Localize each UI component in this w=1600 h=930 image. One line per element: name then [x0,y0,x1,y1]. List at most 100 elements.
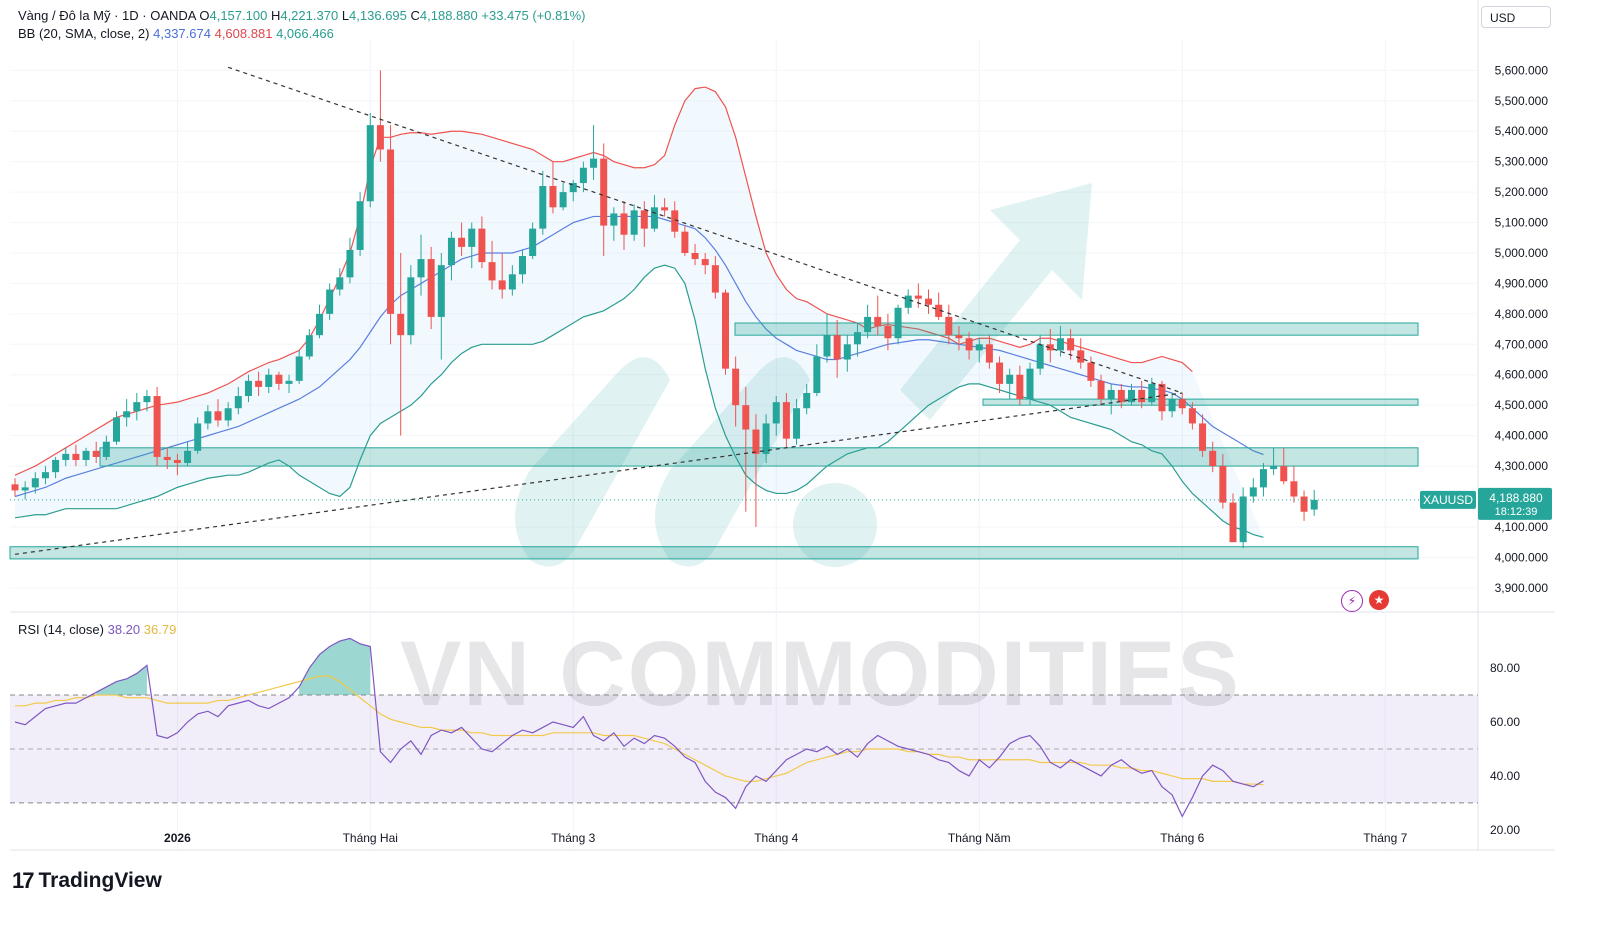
price-tick-label: 4,500.000 [1495,398,1549,412]
candle [843,335,851,372]
candle [468,222,476,269]
candle [793,399,801,445]
high-label: H [270,8,281,23]
candle [894,304,902,345]
candle [305,329,313,360]
candle-body [1259,469,1267,488]
candle [965,332,973,360]
candle [742,386,750,512]
candle-body [925,298,932,305]
candle-body [813,356,821,394]
bb-basis-line [14,215,1264,498]
rsi-value: 38.20 [107,622,141,637]
candle [1209,441,1217,473]
candle [153,386,161,467]
candle-body [732,368,740,406]
candle-body [1077,350,1085,363]
candle-body [1209,450,1217,467]
candle-body [387,149,395,314]
candle-body [529,228,537,257]
brand-name: TradingView [38,869,162,892]
candle [1280,447,1288,485]
candle-body [1229,502,1237,543]
candle-body [803,393,811,409]
price-tick-label: 4,900.000 [1495,276,1549,290]
candle-body [214,411,222,421]
watermark-logo-dot [793,483,877,567]
candle [356,192,364,257]
price-tick-label: 4,100.000 [1495,520,1549,534]
time-tick-label: Tháng 7 [1363,831,1407,845]
candle-body [1006,374,1014,384]
candle-body [752,429,760,454]
candle-body [72,453,80,460]
ohlc-legend: Vàng / Đô la Mỹ · 1D · OANDA O4,157.100 … [18,8,585,23]
candle-body [539,186,547,229]
candle-body [447,237,455,266]
candle-body [204,411,212,424]
candle-body [965,338,973,351]
candle [387,125,395,345]
dashed-trendline [227,66,1183,394]
candle [1249,478,1257,503]
time-tick-label: Tháng 4 [754,831,798,845]
candle [833,319,841,378]
candle-body [1310,499,1318,510]
candle [1138,380,1146,409]
candle-body [1067,338,1075,351]
watermark-logo-stroke [655,357,810,567]
candle [1036,335,1044,375]
candle [427,246,435,330]
candle-body [620,213,628,235]
candle-body [21,487,29,491]
candle-body [1026,368,1034,400]
bb-name: BB (20, SMA, close, 2) [18,26,150,41]
candle-body [1158,383,1166,412]
candle-body [975,344,983,351]
candle-body [346,249,354,278]
candle-body [691,252,699,260]
candle [143,389,151,412]
candle [1077,338,1085,369]
candle [681,225,689,257]
candle-body [1148,383,1156,403]
candle [1016,365,1024,406]
candle [123,399,131,427]
tradingview-brand[interactable]: 17 TradingView [12,868,162,894]
candle [316,304,323,339]
candle-body [559,192,567,208]
candle [732,356,740,427]
price-tag-box [1478,487,1552,520]
price-tick-label: 5,300.000 [1495,155,1549,169]
candle-body [762,423,770,454]
price-tick-label: 5,500.000 [1495,94,1549,108]
candle [194,417,202,454]
candle-body [833,335,841,360]
candle-body [123,411,131,418]
candle-body [133,402,141,412]
us-flag-icon[interactable]: ★ [1369,590,1389,610]
candle-body [1046,344,1054,351]
candle-body [1056,338,1064,351]
rsi-tick-label: 20.00 [1490,823,1520,837]
candle-body [498,280,506,290]
candle-body [184,450,192,464]
price-tick-label: 4,600.000 [1495,368,1549,382]
candle-body [722,292,729,369]
time-tick-label: Tháng 3 [551,831,595,845]
candle-body [864,316,872,333]
candle-body [853,332,861,345]
candle [529,222,537,260]
rsi-tick-label: 60.00 [1490,715,1520,729]
candle [1128,383,1135,406]
candle [275,371,283,390]
rsi-line [14,637,1264,818]
candle-body [894,307,902,339]
candle-body [153,396,161,457]
currency-selector[interactable]: USD [1481,6,1551,28]
candle-body [1199,423,1207,451]
candle [458,222,466,257]
lightning-icon[interactable]: ⚡ [1341,590,1363,612]
open-label: O [199,8,210,23]
